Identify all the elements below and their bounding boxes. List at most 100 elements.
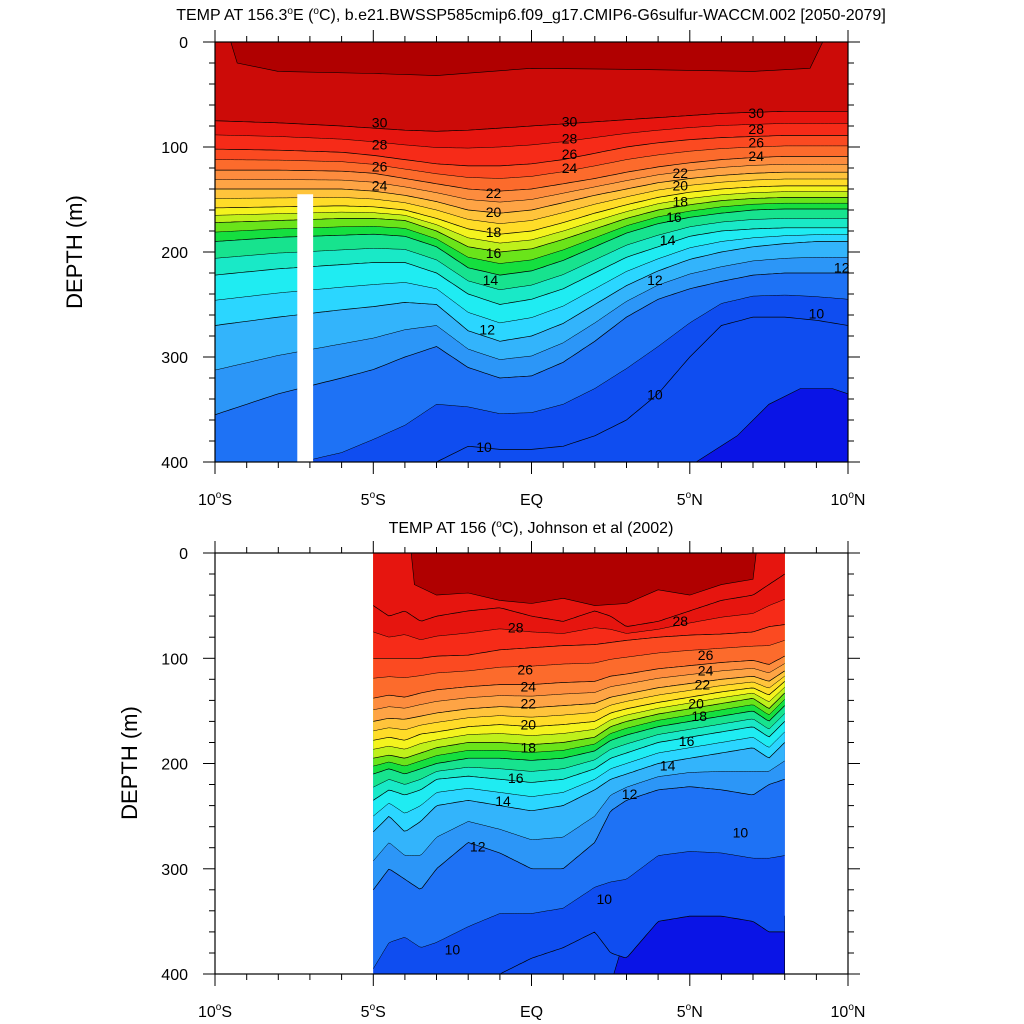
ticks	[203, 30, 860, 474]
isotherm-25	[373, 663, 785, 711]
isotherm-15	[215, 234, 848, 324]
isotherm-26	[215, 156, 848, 192]
isotherm-28	[215, 135, 848, 167]
isotherm-16	[215, 227, 848, 305]
isotherm-28	[373, 624, 785, 659]
y-tick-label: 100	[161, 140, 188, 157]
isotherm-17	[215, 218, 848, 291]
y-tick-label: 200	[161, 757, 188, 774]
contour-label: 28	[372, 137, 388, 153]
isotherm-24	[215, 171, 848, 214]
isotherm-19	[215, 202, 848, 264]
contour-label: 24	[748, 148, 764, 164]
isotherm-17	[373, 713, 785, 788]
isotherm-27	[373, 640, 785, 679]
contour-label: 12	[479, 322, 495, 338]
isotherm-21	[373, 687, 785, 750]
chart-title: TEMP AT 156.3oE (oC), b.e21.BWSSP585cmip…	[176, 6, 886, 24]
x-tick-label: 10oS	[198, 1002, 232, 1021]
isotherm-13	[215, 257, 848, 371]
isotherm-30	[215, 110, 848, 132]
contour-label: 26	[562, 146, 578, 162]
contour-label: 10	[476, 439, 492, 455]
contour-label: 26	[372, 159, 388, 175]
contour-label: 14	[660, 757, 676, 773]
contour-label: 22	[673, 165, 689, 181]
contour-label: 16	[666, 209, 682, 225]
contour-label: 20	[521, 716, 537, 732]
contour-label: 28	[673, 613, 689, 629]
contour-label: 16	[679, 733, 695, 749]
contour-label: 26	[748, 135, 764, 151]
x-tick-label: 5oS	[361, 490, 386, 509]
contour-label: 18	[673, 193, 689, 209]
isotherm-26	[373, 655, 785, 699]
contour-label: 16	[486, 245, 502, 261]
y-tick-label: 300	[161, 350, 188, 367]
isotherm-20	[373, 692, 785, 759]
ticks	[203, 541, 860, 986]
chart-title: TEMP AT 156 (oC), Johnson et al (2002)	[389, 519, 674, 537]
isotherm-11	[299, 294, 848, 462]
contour-label: 10	[445, 942, 461, 958]
isotherm-29	[373, 573, 785, 627]
x-tick-label: 5oN	[677, 490, 703, 509]
warm-pool	[230, 42, 824, 76]
contour-label: 28	[508, 620, 524, 636]
contour-label: 18	[521, 740, 537, 756]
contour-label: 22	[486, 185, 502, 201]
isotherm-12	[373, 778, 785, 891]
contour-label: 24	[521, 678, 537, 694]
contour-label: 30	[748, 105, 764, 121]
contour-label: 22	[521, 695, 537, 711]
contour-label: 12	[622, 786, 638, 802]
contour-label: 12	[647, 272, 663, 288]
isotherm-21	[215, 191, 848, 244]
y-tick-label: 400	[161, 455, 188, 472]
contour-label: 20	[486, 204, 502, 220]
contour-label: 24	[698, 663, 714, 679]
x-tick-label: EQ	[520, 1004, 543, 1021]
x-tick-label: 5oS	[361, 1002, 386, 1021]
y-tick-label: 0	[179, 546, 188, 563]
y-tick-label: 100	[161, 651, 188, 668]
contour-label: 14	[495, 793, 511, 809]
contour-label: 12	[470, 838, 486, 854]
contour-label: 14	[660, 232, 676, 248]
isotherm-20	[215, 197, 848, 253]
isotherm-22	[373, 681, 785, 741]
isotherm-23	[373, 675, 785, 732]
contour-fills	[373, 553, 786, 974]
isotherm-13	[373, 760, 785, 862]
isotherm-24	[373, 670, 785, 722]
x-tick-label: 10oS	[198, 490, 232, 509]
contour-labels: 28 28262624242222202018181616141412121010…	[445, 613, 749, 957]
contour-label: 18	[486, 224, 502, 240]
contour-label: 18	[691, 708, 707, 724]
y-tick-label: 0	[179, 35, 188, 52]
contour-lines	[373, 573, 785, 974]
contour-label: 10	[597, 891, 613, 907]
isotherm-10	[499, 915, 785, 974]
cold-patch	[695, 388, 848, 462]
missing-data-strip	[297, 194, 314, 462]
contour-label: 30	[372, 115, 388, 131]
contour-label: 10	[733, 825, 749, 841]
contour-label: 22	[695, 676, 711, 692]
contour-label: 14	[483, 272, 499, 288]
isotherm-12	[215, 272, 848, 416]
bottom-panel: 28 28262624242222202018181616141412121010…	[117, 519, 866, 1021]
isotherm-16	[373, 721, 785, 801]
y-axis-label: DEPTH (m)	[117, 706, 142, 820]
y-tick-label: 200	[161, 245, 188, 262]
isotherm-18	[373, 705, 785, 775]
y-axis-label: DEPTH (m)	[62, 195, 87, 309]
isotherm-10	[436, 316, 848, 462]
x-tick-label: 10oN	[831, 490, 866, 509]
contour-label: 16	[508, 770, 524, 786]
contour-label: 20	[673, 178, 689, 194]
x-tick-label: 10oN	[831, 1002, 866, 1021]
